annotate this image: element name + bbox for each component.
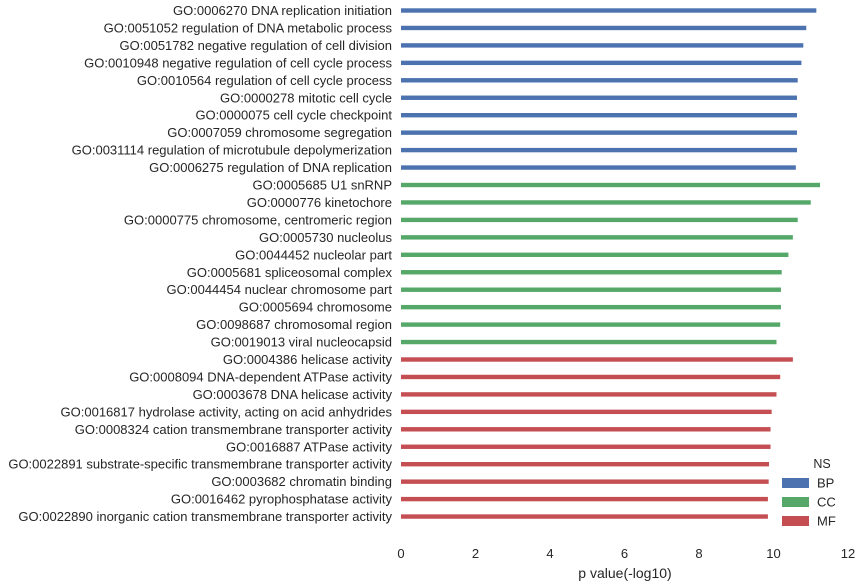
- category-label: GO:0005730 nucleolus: [259, 230, 392, 245]
- category-label: GO:0044454 nuclear chromosome part: [167, 282, 393, 297]
- category-label: GO:0008094 DNA-dependent ATPase activity: [129, 369, 392, 384]
- bar-28: [401, 496, 768, 502]
- x-tick-label: 6: [621, 546, 628, 561]
- legend-entries: BP CC MF: [782, 476, 836, 529]
- category-label: GO:0003678 DNA helicase activity: [193, 387, 393, 402]
- category-label: GO:0010948 negative regulation of cell c…: [84, 55, 392, 70]
- legend-swatch-bp: [782, 478, 809, 488]
- category-label: GO:0004386 helicase activity: [223, 352, 393, 367]
- bar-21: [401, 374, 781, 380]
- bar-6: [401, 113, 797, 118]
- bar-11: [401, 200, 811, 205]
- bar-16: [401, 287, 781, 292]
- x-tick-label: 4: [546, 546, 553, 561]
- bar-2: [401, 43, 804, 48]
- category-label: GO:0000775 chromosome, centromeric regio…: [124, 212, 392, 227]
- bar-10: [401, 182, 821, 188]
- bar-25: [401, 444, 771, 449]
- category-label: GO:0007059 chromosome segregation: [167, 125, 392, 140]
- category-label: GO:0098687 chromosomal region: [196, 317, 392, 332]
- bar-19: [401, 339, 777, 345]
- legend-swatch-cc: [782, 497, 809, 507]
- bar-26: [401, 462, 770, 467]
- bar-27: [401, 479, 769, 484]
- category-label: GO:0022890 inorganic cation transmembran…: [18, 509, 392, 524]
- bar-18: [401, 322, 781, 327]
- legend-label-mf: MF: [817, 514, 836, 529]
- category-label: GO:0051052 regulation of DNA metabolic p…: [104, 20, 393, 35]
- bar-9: [401, 165, 796, 170]
- bar-7: [401, 130, 797, 135]
- x-tick-label: 8: [695, 546, 702, 561]
- bar-15: [401, 270, 782, 275]
- category-label: GO:0005681 spliceosomal complex: [187, 265, 393, 280]
- category-label: GO:0005694 chromosome: [239, 300, 392, 315]
- bar-29: [401, 514, 768, 519]
- legend-label-bp: BP: [817, 476, 834, 491]
- bar-14: [401, 252, 789, 257]
- category-label: GO:0019013 viral nucleocapsid: [211, 335, 392, 350]
- category-label: GO:0006275 regulation of DNA replication: [149, 160, 392, 175]
- bar-0: [401, 8, 817, 13]
- bar-20: [401, 357, 793, 362]
- legend-title: NS: [813, 457, 830, 471]
- bar-17: [401, 304, 781, 310]
- category-label: GO:0000075 cell cycle checkpoint: [195, 108, 392, 123]
- bar-5: [401, 95, 797, 100]
- legend-swatch-mf: [782, 516, 809, 526]
- category-label: GO:0000776 kinetochore: [247, 195, 392, 210]
- category-label: GO:0003682 chromatin binding: [211, 474, 392, 489]
- x-axis-title: p value(-log10): [578, 565, 671, 581]
- category-label: GO:0008324 cation transmembrane transpor…: [75, 422, 393, 437]
- bar-4: [401, 78, 798, 83]
- category-label: GO:0006270 DNA replication initiation: [173, 3, 392, 18]
- category-label: GO:0016817 hydrolase activity, acting on…: [61, 404, 393, 419]
- bar-22: [401, 392, 777, 397]
- bar-1: [401, 25, 807, 31]
- bar-3: [401, 60, 802, 66]
- category-label: GO:0016887 ATPase activity: [226, 439, 392, 454]
- bar-8: [401, 147, 797, 153]
- bars-layer: [401, 8, 821, 519]
- bar-12: [401, 217, 798, 223]
- category-label: GO:0031114 regulation of microtubule dep…: [72, 143, 392, 158]
- legend-label-cc: CC: [817, 495, 836, 510]
- category-label: GO:0044452 nucleolar part: [235, 247, 392, 262]
- category-labels: GO:0006270 DNA replication initiation GO:…: [8, 3, 392, 524]
- category-label: GO:0051782 negative regulation of cell d…: [120, 38, 392, 53]
- category-label: GO:0022891 substrate-specific transmembr…: [8, 457, 392, 472]
- bar-24: [401, 427, 771, 432]
- x-tick-label: 10: [766, 546, 780, 561]
- x-tick-label: 12: [841, 546, 855, 561]
- x-tick-label: 2: [472, 546, 479, 561]
- category-label: GO:0016462 pyrophosphatase activity: [171, 492, 393, 507]
- x-axis: 0 2 4 6 8 10 12: [397, 546, 855, 561]
- category-label: GO:0010564 regulation of cell cycle proc…: [137, 73, 393, 88]
- bar-13: [401, 235, 793, 240]
- x-tick-label: 0: [397, 546, 404, 561]
- legend: NS BP CC MF: [782, 457, 836, 529]
- bar-23: [401, 409, 772, 415]
- category-label: GO:0000278 mitotic cell cycle: [220, 90, 392, 105]
- category-label: GO:0005685 U1 snRNP: [253, 178, 392, 193]
